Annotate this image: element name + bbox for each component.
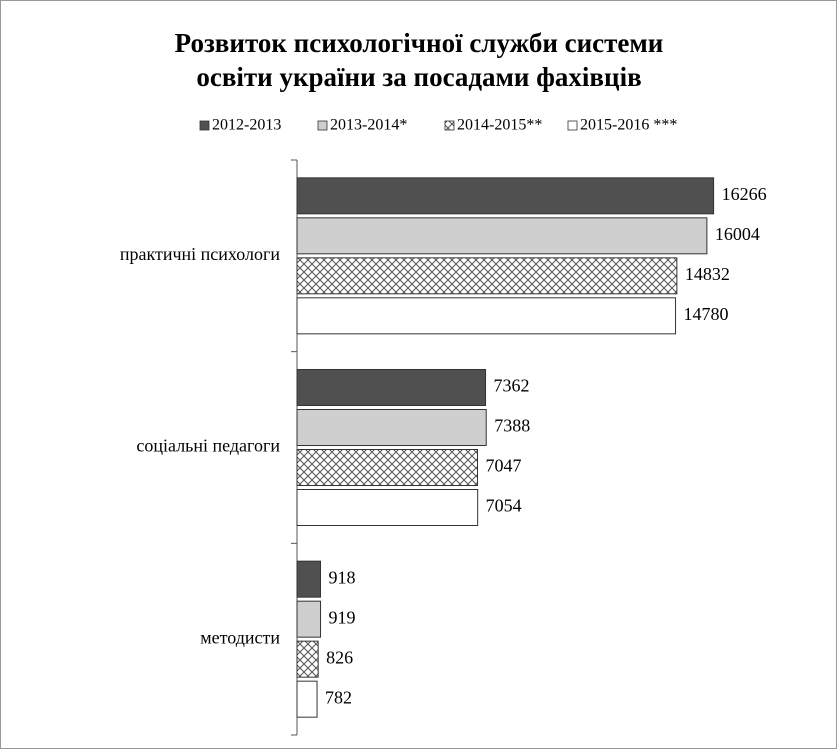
value-label: 14832: [685, 264, 730, 284]
value-label: 826: [326, 647, 353, 667]
value-label: 16004: [715, 224, 760, 244]
legend-swatch: [199, 120, 210, 131]
bar: [296, 217, 708, 255]
bar: [296, 297, 677, 335]
bar: [296, 369, 487, 406]
bar: [296, 489, 479, 526]
bar: [296, 257, 678, 295]
category-label: методисти: [200, 627, 280, 647]
legend-label: 2012-2013: [212, 117, 281, 134]
bar: [296, 409, 487, 446]
value-label: 7362: [494, 376, 530, 396]
value-label: 7054: [486, 496, 522, 516]
value-label: 919: [329, 607, 356, 627]
category-label: практичні психологи: [120, 244, 281, 264]
category-label: соціальні педагоги: [136, 436, 280, 456]
legend-swatch: [567, 120, 578, 131]
value-label: 7047: [485, 456, 521, 476]
bar: [296, 680, 318, 718]
bar: [296, 600, 322, 638]
legend-swatch: [444, 120, 455, 131]
bar: [296, 560, 322, 598]
chart-title: Розвиток психологічної служби системи: [175, 28, 664, 58]
legend-label: 2015-2016 ***: [580, 117, 677, 134]
legend-swatch: [317, 120, 328, 131]
chart-title: освіти україни за посадами фахівців: [196, 62, 641, 92]
bar: [296, 177, 715, 215]
bar: [296, 449, 478, 486]
bar: [296, 640, 319, 678]
legend-label: 2013-2014*: [330, 117, 407, 134]
value-label: 7388: [494, 416, 530, 436]
value-label: 14780: [684, 304, 729, 324]
value-label: 918: [329, 567, 356, 587]
value-label: 16266: [722, 184, 767, 204]
legend-label: 2014-2015**: [457, 117, 542, 134]
value-label: 782: [325, 687, 352, 707]
